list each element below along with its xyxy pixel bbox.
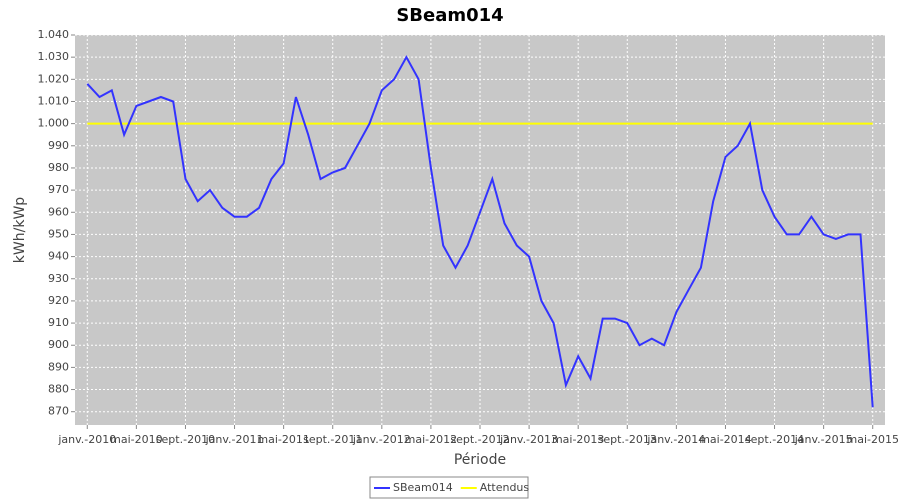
x-tick-label: janv.-2012 [352,433,411,446]
y-tick-label: 950 [48,227,69,240]
x-tick-label: janv.-2010 [57,433,116,446]
y-tick-label: 1.020 [38,72,70,85]
x-tick-label: janv.-2011 [205,433,264,446]
y-tick-label: 900 [48,338,69,351]
y-tick-label: 960 [48,205,69,218]
x-tick-label: janv.-2015 [794,433,853,446]
x-tick-label: mai-2015 [846,433,898,446]
y-tick-label: 1.030 [38,50,70,63]
legend-label: Attendus [480,481,530,494]
x-tick-label: mai-2013 [552,433,604,446]
x-tick-label: sept.-2013 [598,433,657,446]
x-tick-label: sept.-2010 [156,433,215,446]
y-tick-label: 980 [48,161,69,174]
y-tick-label: 940 [48,250,69,263]
legend [369,476,529,499]
y-tick-label: 990 [48,139,69,152]
legend-label: SBeam014 [393,481,453,494]
y-tick-label: 970 [48,183,69,196]
x-tick-label: janv.-2014 [646,433,705,446]
x-tick-label: mai-2010 [110,433,162,446]
y-tick-label: 920 [48,294,69,307]
x-tick-label: mai-2014 [699,433,751,446]
y-tick-label: 870 [48,405,69,418]
y-tick-label: 1.000 [38,117,70,130]
x-tick-label: janv.-2013 [499,433,558,446]
y-tick-label: 930 [48,272,69,285]
x-tick-label: mai-2012 [405,433,457,446]
y-tick-label: 1.010 [38,94,70,107]
y-tick-label: 880 [48,383,69,396]
series-line [86,55,874,408]
y-tick-label: 1.040 [38,28,70,41]
y-tick-label: 910 [48,316,69,329]
plot-area [75,35,885,425]
x-tick-label: mai-2011 [257,433,309,446]
x-axis-label: Période [454,452,506,468]
x-tick-label: sept.-2014 [745,433,804,446]
y-axis-label: kWh/kWp [12,197,28,263]
x-tick-label: sept.-2011 [303,433,362,446]
y-tick-label: 890 [48,360,69,373]
chart-title: SBeam014 [396,5,503,26]
x-tick-label: sept.-2012 [450,433,509,446]
